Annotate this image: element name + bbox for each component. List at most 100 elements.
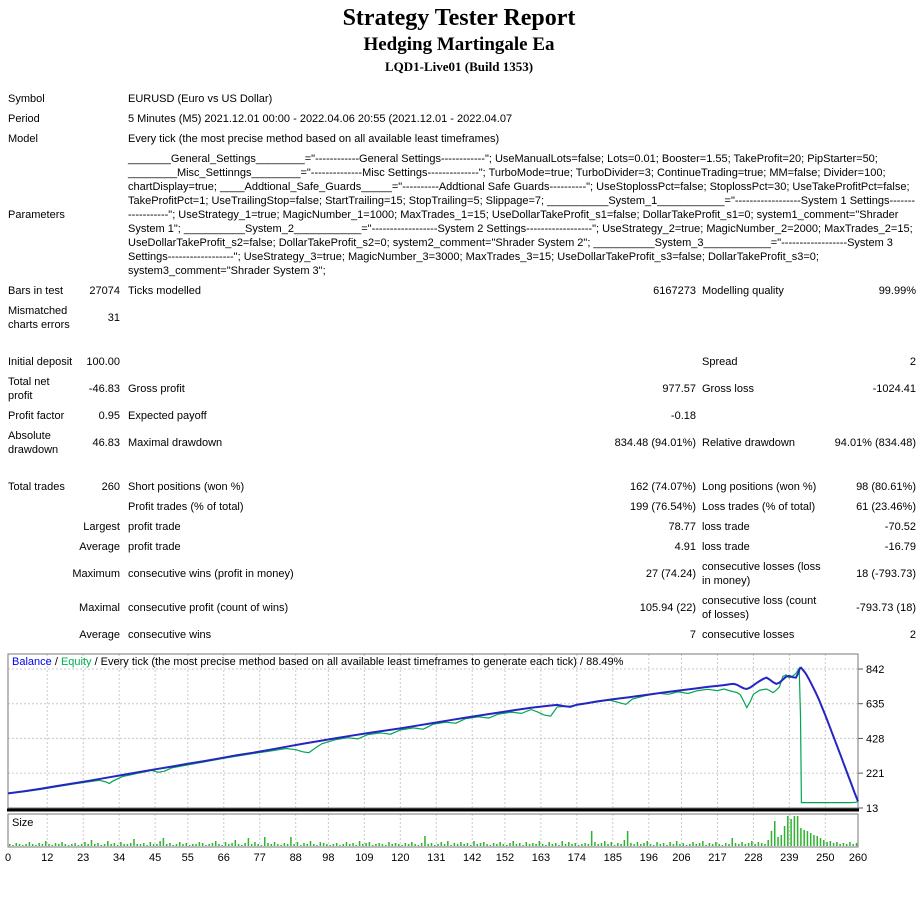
size-bar [604, 841, 606, 846]
size-bar [365, 843, 367, 846]
size-bar [90, 840, 93, 846]
size-bar [607, 844, 609, 846]
size-bar [577, 845, 580, 846]
stat-value: 100.00 [86, 356, 120, 368]
stat-label: Absolute drawdown [8, 430, 59, 456]
stat-value: Average [79, 629, 120, 641]
size-bar [734, 843, 737, 846]
stat-label: profit trade [128, 541, 181, 553]
strategy-tester-report: Strategy Tester Report Hedging Martingal… [0, 5, 918, 866]
size-bar [126, 844, 129, 846]
stat-label: Spread [702, 356, 738, 368]
size-bar [568, 842, 570, 846]
size-bar [646, 841, 648, 846]
size-bar [67, 845, 70, 846]
size-bar [48, 844, 50, 846]
size-bar [672, 844, 675, 846]
size-bar [424, 836, 426, 846]
info-value: _______General_Settings________="-------… [128, 153, 916, 277]
size-bar [564, 844, 567, 846]
size-bar [277, 844, 279, 846]
x-axis-label: 23 [77, 852, 89, 864]
balance-panel-border [7, 653, 859, 809]
size-bar [787, 816, 789, 846]
size-bar [525, 842, 528, 846]
size-bar [146, 845, 148, 846]
legend-balance: Balance [12, 656, 52, 668]
size-bar [639, 844, 642, 846]
size-bar [842, 843, 845, 846]
size-bar [698, 843, 701, 846]
x-axis-label: 217 [708, 852, 726, 864]
size-bar [829, 841, 832, 846]
size-bar [816, 836, 818, 846]
size-bar [813, 835, 815, 846]
size-bar [44, 841, 47, 846]
equity-line [7, 666, 859, 804]
size-bar [110, 844, 112, 846]
legend-equity: Equity [61, 656, 92, 668]
size-bar [306, 844, 308, 846]
size-bar [774, 821, 776, 846]
size-bar [679, 844, 681, 846]
size-bar [299, 845, 302, 846]
size-bar [483, 842, 485, 846]
size-bar [35, 845, 37, 846]
stat-label: Ticks modelled [128, 285, 201, 297]
size-bar [103, 844, 106, 846]
info-label: Period [8, 113, 40, 125]
size-bar [649, 844, 652, 846]
size-bar [123, 844, 125, 846]
x-axis-label: 77 [254, 852, 266, 864]
stat-value: 0.95 [98, 410, 120, 422]
size-bar [355, 845, 358, 846]
size-bar [54, 843, 57, 846]
stat-value: 98 (80.61%) [856, 481, 916, 493]
stat-value: 78.77 [668, 521, 696, 533]
stat-label: consecutive wins [128, 629, 212, 641]
size-bar [80, 844, 83, 846]
stats-row: Total net profit -46.83 Gross profit 977.57… [8, 372, 918, 406]
stat-value: 2 [909, 629, 916, 641]
stat-value: 6167273 [653, 285, 696, 297]
stat-label: Gross profit [128, 383, 185, 395]
size-bar [224, 842, 227, 846]
size-bar [430, 843, 433, 846]
size-bar [12, 845, 14, 846]
stat-label: Total net profit [8, 376, 50, 402]
size-bar [404, 843, 407, 846]
stat-value: Average [79, 541, 120, 553]
size-bar [447, 841, 449, 846]
size-bar [839, 844, 841, 846]
size-bar [149, 842, 152, 846]
size-bar [623, 840, 626, 846]
size-bar [420, 843, 423, 846]
info-label: Symbol [8, 93, 45, 105]
stat-label: profit trade [128, 521, 181, 533]
size-bar [460, 842, 462, 846]
stats-row: Total trades 260 Short positions (won %) 16… [8, 477, 918, 497]
size-bar [339, 845, 341, 846]
size-bar [332, 844, 335, 846]
size-bar [617, 843, 619, 846]
size-bar [731, 838, 733, 846]
x-axis-label: 142 [463, 852, 481, 864]
stat-value: -46.83 [88, 383, 120, 395]
size-bar [152, 844, 155, 846]
stat-value: 94.01% (834.48) [834, 437, 916, 449]
size-bar [496, 844, 498, 846]
size-bar [280, 845, 282, 846]
size-bar [139, 844, 142, 846]
size-bar [633, 844, 635, 846]
size-bar [51, 845, 53, 846]
size-bar [201, 843, 204, 846]
size-bar [208, 844, 210, 846]
stat-label: Modelling quality [702, 285, 784, 297]
size-bar [264, 837, 266, 846]
size-bar [809, 833, 812, 846]
x-axis-label: 174 [568, 852, 586, 864]
balance-line [7, 666, 859, 802]
size-bar [653, 845, 655, 846]
x-axis-label: 206 [672, 852, 690, 864]
stat-value: 61 (23.46%) [856, 501, 916, 513]
